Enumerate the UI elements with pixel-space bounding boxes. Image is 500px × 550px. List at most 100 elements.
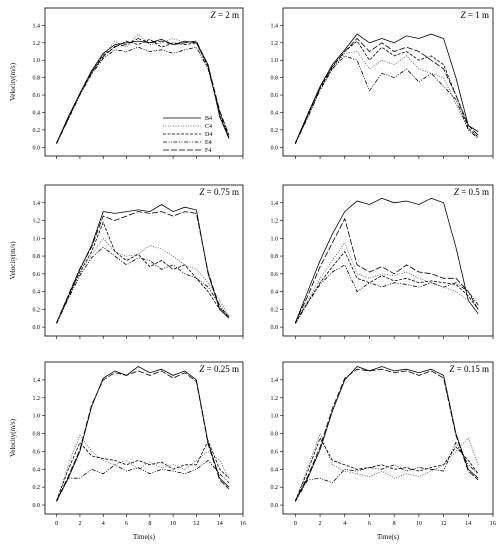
depth-label: Z = 1 m xyxy=(461,10,489,20)
y-tick-label: 0.2 xyxy=(33,128,41,134)
y-tick-label: 0.8 xyxy=(271,254,279,260)
depth-label: Z = 0.25 m xyxy=(199,364,239,374)
panel-2: 0.0 0.2 0.4 0.6 0.8 1.0 1.2 1.4 Z = 1 m xyxy=(271,7,494,159)
x-tick-label: 16 xyxy=(490,521,496,527)
legend-label-c4: C4 xyxy=(205,124,212,130)
y-tick-label: 0.4 xyxy=(271,110,279,116)
y-tick-label: 1.0 xyxy=(33,58,41,64)
y-tick-label: 1.2 xyxy=(271,41,279,47)
y-tick-label: 0.4 xyxy=(271,467,279,473)
x-tick-label: 0 xyxy=(55,521,58,527)
y-tick-label: 0.0 xyxy=(271,325,279,331)
x-tick-label: 6 xyxy=(368,521,371,527)
series-line-e4 xyxy=(56,246,230,324)
x-tick-label: 14 xyxy=(465,521,471,527)
plot-frame xyxy=(282,184,494,337)
x-tick-label: 6 xyxy=(125,521,128,527)
x-tick-label: 16 xyxy=(240,521,246,527)
x-tick-label: 2 xyxy=(78,521,81,527)
legend-label-b4: B4 xyxy=(205,116,212,122)
panel-1: 0.0 0.2 0.4 0.6 0.8 1.0 1.2 1.4 Z = 2 m Velocity(… xyxy=(9,7,244,159)
y-tick-label: 0.8 xyxy=(33,76,41,82)
y-tick-label: 0.2 xyxy=(271,485,279,491)
depth-label: Z = 0.15 m xyxy=(449,364,489,374)
y-tick-label: 1.4 xyxy=(271,23,279,29)
legend-label-e4: E4 xyxy=(205,140,212,146)
y-tick-label: 0.8 xyxy=(33,254,41,260)
y-tick-label: 0.2 xyxy=(33,485,41,491)
y-tick-label: 1.4 xyxy=(33,23,41,29)
y-tick-label: 1.4 xyxy=(33,378,41,384)
y-tick-label: 1.2 xyxy=(271,219,279,225)
plot-frame xyxy=(282,7,494,157)
series-line-f4 xyxy=(295,37,479,144)
series-line-c4 xyxy=(295,51,479,144)
series-line-c4 xyxy=(56,33,230,144)
y-tick-label: 0.6 xyxy=(33,93,41,99)
y-tick-label: 0.2 xyxy=(33,307,41,313)
x-tick-label: 14 xyxy=(217,521,223,527)
y-tick-label: 0.6 xyxy=(33,449,41,455)
y-tick-label: 0.8 xyxy=(271,76,279,82)
y-tick-label: 1.0 xyxy=(271,58,279,64)
x-tick-label: 10 xyxy=(416,521,422,527)
x-tick-label: 4 xyxy=(102,521,105,527)
series-line-e4 xyxy=(295,264,479,324)
series-line-c4 xyxy=(295,241,479,324)
depth-label: Z = 0.75 m xyxy=(199,187,239,197)
series-line-c4 xyxy=(56,237,230,324)
x-tick-label: 4 xyxy=(343,521,346,527)
x-tick-label: 12 xyxy=(193,521,199,527)
x-tick-label: 2 xyxy=(319,521,322,527)
x-tick-label: 8 xyxy=(393,521,396,527)
series-line-e4 xyxy=(295,441,479,502)
series-line-f4 xyxy=(56,211,230,323)
legend-label-d4: D4 xyxy=(205,132,212,138)
series-line-f4 xyxy=(56,38,230,144)
y-tick-label: 1.0 xyxy=(33,414,41,420)
y-tick-label: 1.0 xyxy=(271,236,279,242)
x-axis-label: Time(s) xyxy=(133,533,156,541)
plot-frame xyxy=(282,361,494,515)
y-tick-label: 0.0 xyxy=(33,503,41,509)
plot-frame xyxy=(44,361,244,515)
depth-label: Z = 0.5 m xyxy=(454,187,489,197)
y-tick-label: 0.2 xyxy=(271,128,279,134)
y-tick-label: 0.4 xyxy=(33,467,41,473)
x-tick-label: 10 xyxy=(170,521,176,527)
y-tick-label: 0.0 xyxy=(271,503,279,509)
y-tick-label: 0.6 xyxy=(33,272,41,278)
series-line-d4 xyxy=(295,250,479,323)
panel-6: 0.0 0.2 0.4 0.6 0.8 1.0 1.2 1.4 0 2 4 6 8 10 12 14 16 Z =… xyxy=(271,361,496,541)
x-axis-label: Time(s) xyxy=(377,533,400,541)
y-tick-label: 1.2 xyxy=(33,41,41,47)
series-line-d4 xyxy=(56,38,230,144)
y-tick-label: 0.8 xyxy=(271,432,279,438)
panel-5: 0.0 0.2 0.4 0.6 0.8 1.0 1.2 1.4 0 2 4 6 8 10 12 14 16 Z =… xyxy=(9,361,246,541)
y-tick-label: 0.0 xyxy=(33,325,41,331)
series-line-d4 xyxy=(56,439,230,501)
series-line-e4 xyxy=(56,46,230,144)
series-line-d4 xyxy=(56,221,230,323)
plot-frame xyxy=(44,184,244,337)
x-tick-label: 8 xyxy=(148,521,151,527)
y-tick-label: 0.6 xyxy=(271,449,279,455)
series-line-b4 xyxy=(295,197,479,323)
legend-label-f4: F4 xyxy=(205,148,211,154)
y-tick-label: 1.4 xyxy=(271,201,279,207)
panel-4: 0.0 0.2 0.4 0.6 0.8 1.0 1.2 1.4 Z = 0.5 m xyxy=(271,184,494,339)
series-line-e4 xyxy=(295,55,479,144)
x-tick-label: 0 xyxy=(294,521,297,527)
series-line-b4 xyxy=(56,366,230,501)
y-tick-label: 0.2 xyxy=(271,307,279,313)
series-line-b4 xyxy=(295,33,479,144)
y-axis-label: Velocity(m/s) xyxy=(9,241,17,280)
series-line-c4 xyxy=(56,434,230,502)
y-tick-label: 0.4 xyxy=(271,290,279,296)
y-tick-label: 1.4 xyxy=(33,201,41,207)
y-tick-label: 1.0 xyxy=(271,414,279,420)
depth-label: Z = 2 m xyxy=(211,10,239,20)
panel-3: 0.0 0.2 0.4 0.6 0.8 1.0 1.2 1.4 Z = 0.75 m Veloci… xyxy=(9,184,244,339)
y-tick-label: 1.4 xyxy=(271,378,279,384)
y-tick-label: 0.0 xyxy=(33,145,41,151)
